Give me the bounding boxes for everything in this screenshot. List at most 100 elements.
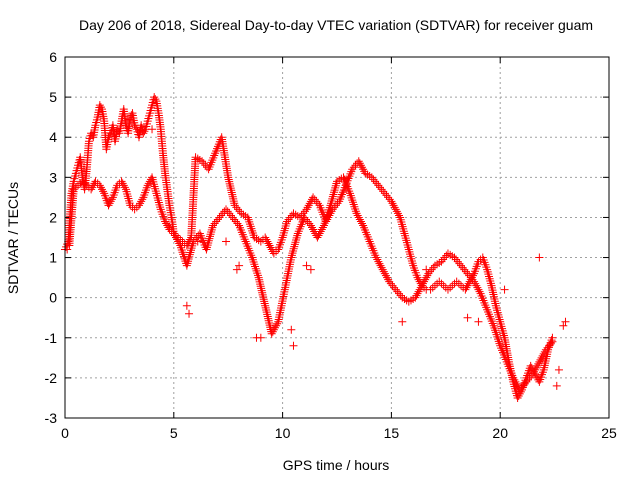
data-point-marker — [164, 223, 173, 232]
data-point-marker — [348, 196, 357, 205]
data-point-marker — [372, 179, 381, 188]
data-point-marker — [399, 224, 408, 233]
data-point-marker — [398, 222, 407, 231]
data-point-marker — [246, 248, 255, 257]
data-point-marker — [287, 325, 296, 334]
data-point-marker — [405, 247, 414, 256]
data-point-marker — [236, 226, 245, 235]
data-point-marker — [106, 197, 115, 206]
data-point-marker — [211, 149, 220, 158]
data-point-marker — [380, 189, 389, 198]
data-point-marker — [489, 321, 498, 330]
data-point-marker — [262, 235, 271, 244]
data-point-marker — [561, 317, 570, 326]
data-point-marker — [345, 172, 354, 181]
data-point-marker — [348, 198, 357, 207]
data-point-marker — [435, 277, 444, 286]
data-point-marker — [246, 222, 255, 231]
y-tick-label: 5 — [49, 89, 57, 105]
data-point-marker — [545, 341, 554, 350]
data-point-marker — [473, 283, 482, 292]
data-point-marker — [269, 325, 278, 334]
data-point-marker — [144, 179, 153, 188]
data-point-marker — [174, 237, 183, 246]
data-point-marker — [312, 197, 321, 206]
data-point-marker — [439, 255, 448, 264]
data-point-marker — [426, 267, 435, 276]
data-point-marker — [437, 257, 446, 266]
data-point-marker — [289, 341, 298, 350]
data-point-marker — [532, 363, 541, 372]
data-point-marker — [186, 248, 195, 257]
data-point-marker — [239, 232, 248, 241]
data-point-marker — [494, 335, 503, 344]
data-point-marker — [292, 236, 301, 245]
data-point-marker — [302, 205, 311, 214]
data-point-marker — [215, 213, 224, 222]
data-point-marker — [382, 191, 391, 200]
data-point-marker — [408, 259, 417, 268]
data-point-marker — [305, 219, 314, 228]
data-point-marker — [268, 327, 277, 336]
data-point-marker — [143, 181, 152, 190]
data-point-marker — [208, 221, 217, 230]
data-point-marker — [209, 153, 218, 162]
data-point-marker — [223, 207, 232, 216]
data-point-marker — [330, 188, 339, 197]
data-point-marker — [210, 151, 219, 160]
data-point-marker — [517, 383, 526, 392]
data-point-marker — [496, 320, 505, 329]
data-point-marker — [531, 365, 540, 374]
data-point-marker — [289, 244, 298, 253]
data-point-marker — [262, 308, 271, 317]
data-point-marker — [201, 161, 210, 170]
data-point-marker — [422, 265, 431, 274]
data-point-marker — [417, 281, 426, 290]
data-point-marker — [169, 229, 178, 238]
data-point-marker — [230, 215, 239, 224]
data-point-marker — [406, 250, 415, 259]
y-tick-label: -2 — [45, 370, 58, 386]
data-point-marker — [205, 234, 214, 243]
data-point-marker — [134, 201, 143, 210]
data-point-marker — [326, 201, 335, 210]
data-point-marker — [356, 161, 365, 170]
x-axis-label: GPS time / hours — [283, 457, 390, 473]
data-point-marker — [360, 167, 369, 176]
data-point-marker — [371, 177, 380, 186]
data-point-marker — [455, 259, 464, 268]
data-point-marker — [140, 127, 149, 136]
data-point-marker — [154, 198, 163, 207]
data-point-marker — [354, 157, 363, 166]
data-point-marker — [260, 297, 269, 306]
data-point-marker — [528, 369, 537, 378]
data-point-marker — [225, 209, 234, 218]
data-point-marker — [232, 203, 241, 212]
data-point-marker — [251, 262, 260, 271]
data-point-marker — [527, 371, 536, 380]
data-point-marker — [377, 263, 386, 272]
data-point-marker — [222, 237, 231, 246]
data-point-marker — [119, 181, 128, 190]
data-point-marker — [302, 261, 311, 270]
data-point-marker — [407, 254, 416, 263]
data-point-marker — [452, 277, 461, 286]
data-point-marker — [265, 241, 274, 250]
data-point-marker — [491, 328, 500, 337]
data-point-marker — [237, 228, 246, 237]
data-point-marker — [250, 260, 259, 269]
data-point-marker — [248, 226, 257, 235]
data-point-marker — [424, 269, 433, 278]
data-point-marker — [388, 281, 397, 290]
data-point-marker — [414, 287, 423, 296]
data-point-marker — [301, 215, 310, 224]
data-point-marker — [390, 203, 399, 212]
data-point-marker — [533, 361, 542, 370]
data-point-marker — [310, 195, 319, 204]
data-point-marker — [396, 291, 405, 300]
data-point-marker — [346, 191, 355, 200]
data-point-marker — [541, 345, 550, 354]
data-point-marker — [402, 236, 411, 245]
data-point-marker — [384, 275, 393, 284]
data-point-marker — [117, 177, 126, 186]
